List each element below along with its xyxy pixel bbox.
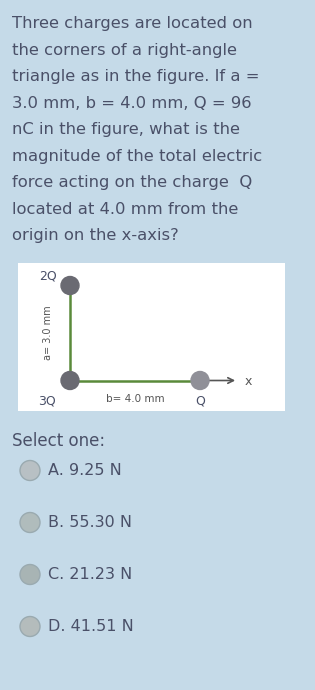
Text: C. 21.23 N: C. 21.23 N [48, 567, 132, 582]
Text: Q: Q [195, 395, 205, 408]
Circle shape [20, 460, 40, 480]
Circle shape [191, 371, 209, 389]
FancyBboxPatch shape [18, 262, 285, 411]
Circle shape [61, 371, 79, 389]
Text: triangle as in the figure. If a =: triangle as in the figure. If a = [12, 69, 260, 84]
Text: located at 4.0 mm from the: located at 4.0 mm from the [12, 201, 238, 217]
Circle shape [20, 564, 40, 584]
Text: Three charges are located on: Three charges are located on [12, 16, 253, 31]
Text: A. 9.25 N: A. 9.25 N [48, 463, 122, 478]
Text: b= 4.0 mm: b= 4.0 mm [106, 393, 164, 404]
Circle shape [20, 513, 40, 533]
Text: magnitude of the total electric: magnitude of the total electric [12, 148, 262, 164]
Circle shape [20, 616, 40, 636]
Text: nC in the figure, what is the: nC in the figure, what is the [12, 122, 240, 137]
Text: x: x [245, 375, 252, 388]
Text: the corners of a right-angle: the corners of a right-angle [12, 43, 237, 57]
Text: 3.0 mm, b = 4.0 mm, Q = 96: 3.0 mm, b = 4.0 mm, Q = 96 [12, 95, 252, 110]
Text: 3Q: 3Q [38, 395, 56, 408]
Text: Select one:: Select one: [12, 433, 105, 451]
Text: 2Q: 2Q [39, 270, 57, 282]
Text: force acting on the charge  Q: force acting on the charge Q [12, 175, 252, 190]
Text: B. 55.30 N: B. 55.30 N [48, 515, 132, 530]
Circle shape [61, 277, 79, 295]
Text: origin on the x-axis?: origin on the x-axis? [12, 228, 179, 243]
Text: D. 41.51 N: D. 41.51 N [48, 619, 134, 634]
Text: a= 3.0 mm: a= 3.0 mm [43, 306, 53, 360]
